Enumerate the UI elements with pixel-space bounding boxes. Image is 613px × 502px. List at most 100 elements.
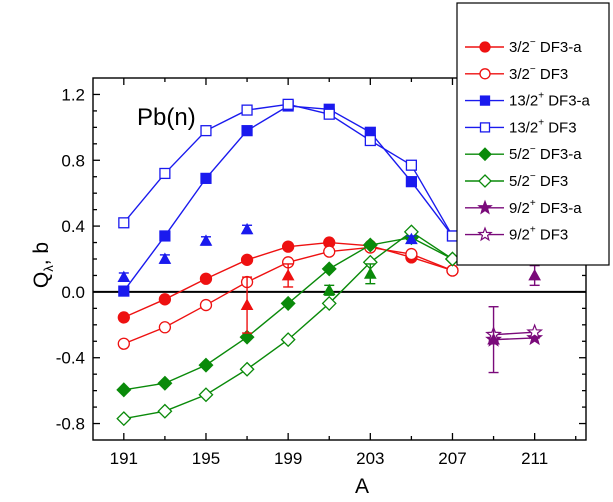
legend-marker [477,199,493,215]
y-tick-label: 0.0 [61,283,85,302]
legend-label: 5/2− DF3-a [509,144,582,163]
data-point [405,247,418,261]
experimental-point [405,232,418,245]
data-point [364,134,376,147]
y-tick-label: 0.8 [61,151,85,170]
experimental-point [199,234,213,246]
legend-label: 3/2− DF3 [509,64,568,83]
data-point [198,387,214,403]
experimental-1 [240,263,295,334]
x-tick-label: 195 [192,449,220,468]
data-point [282,98,294,110]
experimental-2 [322,263,377,296]
legend-entry-0: 3/2− DF3-a [465,37,582,56]
data-point [116,411,132,427]
y-axis-title-main: Q [30,272,53,288]
legend-label: 9/2+ DF3-a [509,198,582,217]
data-point [446,230,459,242]
experimental-point [240,298,254,310]
data-point [281,240,295,253]
data-point [118,217,130,229]
data-point [321,295,337,311]
series-line-7 [493,331,535,336]
x-tick-label: 199 [274,449,302,468]
legend-marker [478,147,492,162]
experimental-point [528,268,541,281]
data-point [362,237,378,253]
data-point [117,337,130,350]
experimental-0 [117,222,418,282]
legend-marker [479,68,491,80]
legend-entry-3: 13/2+ DF3 [465,117,577,136]
experimental-point [117,270,131,282]
data-point [526,329,544,346]
y-axis-title-unit: , b [30,242,53,265]
data-point [199,298,213,312]
y-axis-title: Qλ, b [30,242,56,288]
x-tick-label: 203 [356,449,384,468]
legend-entry-5: 5/2− DF3 [465,171,568,190]
data-point [239,361,255,377]
series-line-6 [493,337,535,341]
data-point [159,167,171,180]
data-point [323,245,336,258]
y-tick-label: 1.2 [61,85,85,104]
x-axis-title: A [355,475,369,498]
y-tick-label: -0.4 [56,349,85,368]
data-point [446,264,459,277]
legend-marker [477,226,493,242]
data-point [240,253,254,266]
legend-label: 13/2+ DF3-a [509,91,591,110]
data-point [323,108,335,120]
legend-entry-6: 9/2+ DF3-a [465,198,582,217]
legend-entry-7: 9/2+ DF3 [465,225,568,244]
plot-area [93,98,586,427]
data-point [157,403,173,419]
experimental-point [158,252,172,264]
legend-label: 9/2+ DF3 [509,225,568,244]
data-point [280,332,296,348]
data-point [116,382,132,398]
data-point [526,323,544,340]
data-point [280,295,296,311]
data-point [321,261,337,277]
data-point [158,293,172,306]
y-tick-label: -0.8 [56,415,85,434]
legend: 3/2− DF3-a 3/2− DF3 13/2+ DF3-a 13/2+ DF3 5/… [456,2,610,266]
chart-annotation: Pb(n) [137,104,196,131]
legend-marker [479,95,491,106]
data-point [405,159,417,171]
experimental-point [363,267,377,279]
legend-label: 13/2+ DF3 [509,117,577,136]
legend-marker [479,41,491,53]
experimental-point [322,283,336,296]
legend-entry-2: 13/2+ DF3-a [465,91,591,110]
x-tick-label: 207 [438,449,466,468]
experimental-3 [487,264,541,374]
data-point [200,172,212,184]
data-point [198,357,214,373]
data-point [159,230,171,242]
legend-marker [478,174,492,188]
data-point [118,285,130,297]
data-point [239,329,255,345]
x-tick-label: 191 [110,449,138,468]
experimental-point [240,222,254,235]
data-point [200,125,212,137]
data-point [241,125,253,137]
data-point [199,272,213,285]
legend-entry-1: 3/2− DF3 [465,64,568,83]
data-point [405,176,417,188]
experimental-point [281,268,295,281]
data-point [241,104,253,116]
y-axis-title-sub: λ [41,265,56,272]
legend-label: 5/2− DF3 [509,171,568,190]
legend-label: 3/2− DF3-a [509,37,582,56]
legend-marker [479,122,491,133]
data-point [158,321,172,334]
series-3 [118,98,459,242]
legend-entry-4: 5/2− DF3-a [465,144,582,163]
x-tick-label: 211 [521,449,548,468]
y-tick-label: 0.4 [61,217,85,236]
